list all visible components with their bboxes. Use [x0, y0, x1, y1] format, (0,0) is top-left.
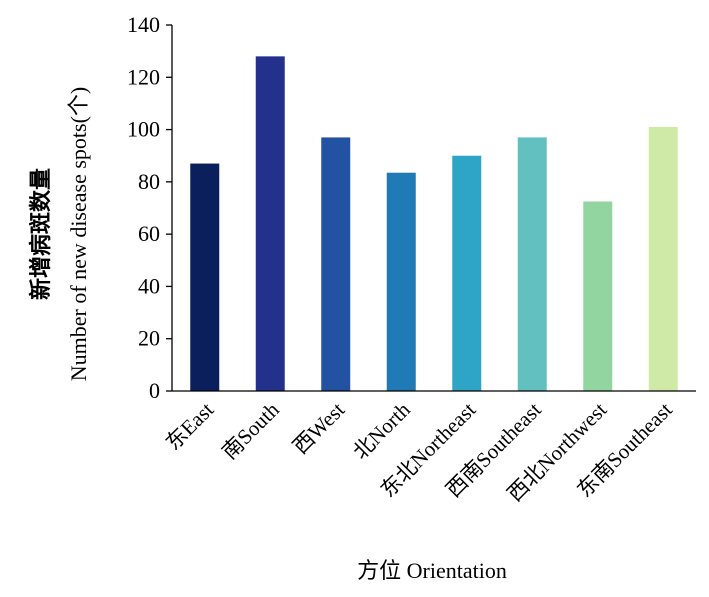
y-axis-label-english: Number of new disease spots(个) [66, 87, 91, 382]
y-tick-label: 0 [149, 378, 160, 403]
x-tick-label: 北North [348, 397, 415, 464]
y-axis-ticks: 0 20 40 60 80 100 120 140 [127, 12, 172, 403]
bar [255, 56, 285, 391]
x-axis-label: 方位 Orientation [357, 558, 507, 583]
y-tick-label: 100 [127, 117, 160, 142]
bar [190, 163, 220, 391]
y-axis-label-chinese: 新增病斑数量 [28, 168, 53, 300]
y-tick-label: 40 [138, 273, 160, 298]
bar [648, 126, 678, 391]
x-axis-tick-labels: 东East 南South 西West 北North东北Northeast西南South… [161, 397, 677, 506]
bar [386, 172, 416, 391]
x-tick-label: 东East [161, 397, 219, 455]
y-tick-label: 120 [127, 64, 160, 89]
bar [517, 137, 547, 391]
bar [583, 201, 613, 391]
x-tick-label: 南South [217, 397, 284, 464]
y-tick-label: 140 [127, 12, 160, 37]
bar [452, 155, 482, 391]
y-tick-label: 20 [138, 326, 160, 351]
x-tick-label: 西West [288, 397, 349, 458]
bar [321, 137, 351, 391]
y-tick-label: 80 [138, 169, 160, 194]
y-tick-label: 60 [138, 221, 160, 246]
bars [190, 56, 678, 391]
